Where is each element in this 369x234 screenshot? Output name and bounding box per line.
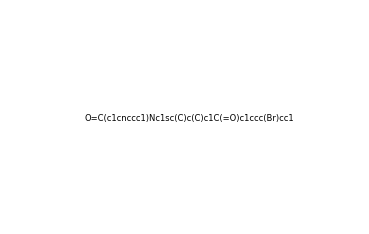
Text: O=C(c1cnccc1)Nc1sc(C)c(C)c1C(=O)c1ccc(Br)cc1: O=C(c1cnccc1)Nc1sc(C)c(C)c1C(=O)c1ccc(Br… xyxy=(84,114,294,123)
